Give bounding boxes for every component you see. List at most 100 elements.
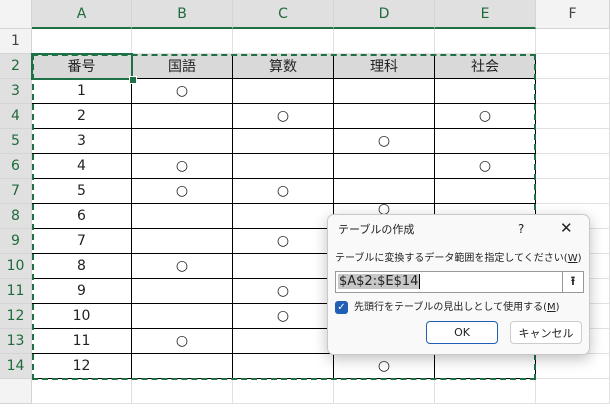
ok-button[interactable]: OK bbox=[426, 321, 498, 344]
fill-handle[interactable] bbox=[129, 76, 137, 84]
cell[interactable]: ○ bbox=[334, 354, 435, 379]
cell[interactable] bbox=[536, 129, 610, 154]
column-header-c[interactable]: C bbox=[233, 0, 334, 29]
cell[interactable]: 4 bbox=[32, 154, 132, 179]
cell[interactable] bbox=[435, 354, 536, 379]
cell[interactable] bbox=[334, 154, 435, 179]
cell[interactable] bbox=[233, 254, 334, 279]
cell[interactable] bbox=[435, 129, 536, 154]
row-header[interactable]: 1 bbox=[0, 29, 32, 54]
close-icon[interactable]: ✕ bbox=[560, 219, 573, 237]
row-header[interactable]: 4 bbox=[0, 104, 32, 129]
cell[interactable] bbox=[334, 29, 435, 54]
help-button[interactable]: ? bbox=[518, 222, 525, 236]
cell[interactable] bbox=[233, 379, 334, 404]
cell[interactable] bbox=[536, 29, 610, 54]
cell[interactable] bbox=[132, 129, 233, 154]
row-header[interactable]: 10 bbox=[0, 254, 32, 279]
table-header-cell[interactable]: 社会 bbox=[435, 54, 536, 79]
cell[interactable] bbox=[132, 204, 233, 229]
range-input[interactable]: $A$2:$E$14 ⭱ bbox=[335, 271, 584, 293]
cell[interactable]: 5 bbox=[32, 179, 132, 204]
header-row-label[interactable]: 先頭行をテーブルの見出しとして使用する(M) bbox=[354, 302, 560, 313]
cell[interactable] bbox=[435, 79, 536, 104]
cell[interactable] bbox=[233, 154, 334, 179]
row-header[interactable]: 7 bbox=[0, 179, 32, 204]
cell[interactable] bbox=[334, 379, 435, 404]
cell[interactable]: 9 bbox=[32, 279, 132, 304]
row-header[interactable]: 2 bbox=[0, 54, 32, 79]
cell[interactable] bbox=[435, 29, 536, 54]
cell[interactable] bbox=[233, 204, 334, 229]
cell[interactable] bbox=[334, 104, 435, 129]
column-header-d[interactable]: D bbox=[334, 0, 435, 29]
cell[interactable] bbox=[233, 129, 334, 154]
cell[interactable]: 2 bbox=[32, 104, 132, 129]
table-header-cell[interactable]: 理科 bbox=[334, 54, 435, 79]
cell[interactable] bbox=[334, 179, 435, 204]
cell[interactable] bbox=[536, 179, 610, 204]
cell[interactable]: 10 bbox=[32, 304, 132, 329]
cell[interactable] bbox=[233, 329, 334, 354]
cell[interactable]: 12 bbox=[32, 354, 132, 379]
row-header[interactable]: 5 bbox=[0, 129, 32, 154]
cell[interactable]: 7 bbox=[32, 229, 132, 254]
cell[interactable] bbox=[536, 79, 610, 104]
cell[interactable] bbox=[536, 104, 610, 129]
cell[interactable] bbox=[435, 179, 536, 204]
cell[interactable] bbox=[233, 79, 334, 104]
cell[interactable]: ○ bbox=[132, 329, 233, 354]
cell[interactable] bbox=[536, 54, 610, 79]
cell[interactable] bbox=[132, 29, 233, 54]
cell[interactable]: ○ bbox=[132, 254, 233, 279]
cell[interactable] bbox=[32, 379, 132, 404]
row-header[interactable]: 11 bbox=[0, 279, 32, 304]
cell[interactable] bbox=[536, 154, 610, 179]
cancel-button[interactable]: キャンセル bbox=[510, 321, 582, 344]
cell[interactable]: 3 bbox=[32, 129, 132, 154]
cell[interactable] bbox=[132, 304, 233, 329]
column-header-b[interactable]: B bbox=[132, 0, 233, 29]
cell[interactable]: ○ bbox=[233, 304, 334, 329]
cell[interactable] bbox=[132, 104, 233, 129]
cell[interactable] bbox=[132, 354, 233, 379]
cell[interactable] bbox=[536, 354, 610, 379]
select-all-corner[interactable] bbox=[0, 0, 32, 29]
cell[interactable]: ○ bbox=[233, 229, 334, 254]
cell[interactable] bbox=[334, 79, 435, 104]
cell[interactable] bbox=[536, 379, 610, 404]
cell[interactable]: ○ bbox=[132, 79, 233, 104]
row-header[interactable] bbox=[0, 379, 32, 404]
cell[interactable]: ○ bbox=[435, 104, 536, 129]
table-header-cell[interactable]: 国語 bbox=[132, 54, 233, 79]
cell[interactable]: ○ bbox=[435, 154, 536, 179]
cell[interactable]: 6 bbox=[32, 204, 132, 229]
header-row-checkbox[interactable]: ✓ bbox=[335, 301, 348, 314]
cell[interactable]: ○ bbox=[132, 154, 233, 179]
row-header[interactable]: 14 bbox=[0, 354, 32, 379]
row-header[interactable]: 9 bbox=[0, 229, 32, 254]
collapse-dialog-icon[interactable]: ⭱ bbox=[562, 272, 583, 292]
row-header[interactable]: 3 bbox=[0, 79, 32, 104]
cell[interactable]: 1 bbox=[32, 79, 132, 104]
cell[interactable]: ○ bbox=[233, 279, 334, 304]
cell[interactable] bbox=[233, 29, 334, 54]
cell[interactable]: ○ bbox=[233, 104, 334, 129]
cell[interactable]: ○ bbox=[132, 179, 233, 204]
column-header-f[interactable]: F bbox=[536, 0, 610, 29]
cell[interactable] bbox=[132, 379, 233, 404]
cell[interactable]: 11 bbox=[32, 329, 132, 354]
column-header-a[interactable]: A bbox=[32, 0, 132, 29]
row-header[interactable]: 12 bbox=[0, 304, 32, 329]
table-header-cell[interactable]: 算数 bbox=[233, 54, 334, 79]
cell[interactable] bbox=[32, 29, 132, 54]
cell[interactable] bbox=[132, 279, 233, 304]
cell[interactable] bbox=[132, 229, 233, 254]
cell[interactable]: ○ bbox=[334, 129, 435, 154]
row-header[interactable]: 8 bbox=[0, 204, 32, 229]
column-header-e[interactable]: E bbox=[435, 0, 536, 29]
row-header[interactable]: 6 bbox=[0, 154, 32, 179]
cell[interactable] bbox=[233, 354, 334, 379]
cell[interactable]: 8 bbox=[32, 254, 132, 279]
cell[interactable] bbox=[435, 379, 536, 404]
